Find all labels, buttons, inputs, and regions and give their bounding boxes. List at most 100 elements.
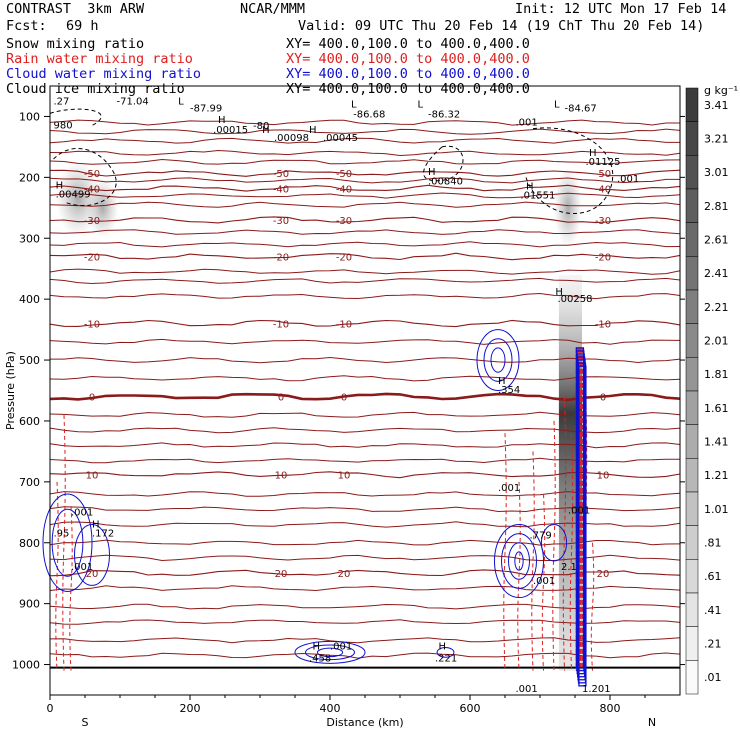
isotherm-label: 0 (278, 393, 284, 404)
contour-annotation: .00258 (558, 294, 593, 305)
isotherm-label: 20 (597, 569, 610, 580)
colorbar-label: .41 (704, 604, 722, 617)
isotherm-line (49, 268, 681, 275)
rain-contour (62, 414, 66, 671)
colorbar-swatch (685, 222, 699, 257)
y-tick-label: 700 (19, 476, 40, 489)
contour-annotation: H (428, 167, 436, 178)
isotherm-line (49, 128, 681, 135)
isotherm-line (49, 442, 681, 449)
contour-annotation: 1.201 (582, 684, 611, 695)
isotherm--40 (49, 184, 681, 192)
y-tick-label: 100 (19, 110, 40, 123)
contour-annotation: H (589, 148, 597, 159)
contour-annotation: H (526, 182, 534, 193)
x-tick-label: 600 (460, 702, 481, 715)
y-tick-label: 600 (19, 415, 40, 428)
field-xy-rain: XY= 400.0,100.0 to 400.0,400.0 (286, 51, 530, 67)
isotherm-10 (49, 471, 681, 479)
rain-contour (541, 494, 546, 671)
contour-annotation: .00840 (428, 177, 463, 188)
isotherm-line (49, 149, 681, 157)
isotherm-label: -40 (336, 184, 352, 195)
contour-annotation: H (313, 641, 321, 652)
isotherm-line (49, 277, 681, 285)
colorbar-unit: g kg⁻¹ (704, 84, 738, 97)
cloud-water-contour (316, 647, 344, 658)
contour-annotation: .001 (498, 483, 520, 494)
isotherm-line (49, 241, 681, 248)
contour-annotation: L (418, 99, 424, 110)
model-title: CONTRAST 3km ARW (6, 1, 145, 17)
isotherm-label: -50 (84, 169, 100, 180)
cloud-water-contour (540, 523, 568, 562)
rain-contour (569, 433, 574, 671)
rain-contour (517, 481, 521, 671)
contour-annotation: L (554, 99, 560, 110)
isotherm-line (49, 158, 681, 165)
contour-annotation: .00499 (56, 189, 91, 200)
contour-annotation: H (262, 125, 270, 136)
isotherm--20 (49, 252, 681, 261)
contour-annotation: H (439, 641, 447, 652)
isotherm-line (49, 637, 681, 644)
colorbar-label: .81 (704, 537, 722, 550)
colorbar-swatch (685, 559, 699, 594)
contour-annotation: .458 (309, 654, 331, 665)
contour-annotation: H (218, 115, 226, 126)
rain-contour (531, 451, 535, 671)
colorbar-label: .01 (704, 671, 722, 684)
isotherm-label: -30 (273, 216, 289, 227)
colorbar-swatch (685, 525, 699, 560)
isotherm-line (49, 192, 681, 199)
cloud-water-contour (494, 523, 544, 599)
x-tick-label: 0 (47, 702, 54, 715)
isotherm-line (49, 506, 681, 513)
isotherm-line (49, 137, 680, 144)
rain-contour (69, 506, 73, 671)
isotherm-line (49, 457, 681, 464)
colorbar-swatch (685, 390, 699, 425)
isotherm-line (49, 177, 680, 184)
field-label-cloud-ice: Cloud ice mixing ratio (6, 81, 185, 97)
isotherm-label: -50 (336, 169, 352, 180)
colorbar-swatch (685, 491, 699, 526)
isotherm-label: -10 (273, 320, 289, 331)
y-tick-label: 400 (19, 293, 40, 306)
field-label-cloud-water: Cloud water mixing ratio (6, 66, 202, 82)
contour-annotation: .01551 (520, 191, 555, 202)
rain-contour (55, 481, 59, 671)
isotherm-label: -10 (595, 320, 611, 331)
colorbar-label: 2.61 (704, 234, 729, 247)
colorbar-label: 3.01 (704, 166, 729, 179)
colorbar-swatch (685, 592, 699, 627)
isotherm-line (49, 603, 681, 610)
isotherm-line (50, 356, 681, 364)
colorbar-swatch (685, 87, 699, 122)
y-axis-label: Pressure (hPa) (4, 351, 17, 430)
init-time: Init: 12 UTC Mon 17 Feb 14 (515, 1, 727, 17)
isotherm-label: 20 (275, 569, 288, 580)
north-label: N (648, 716, 656, 729)
colorbar-swatch (685, 660, 699, 695)
colorbar-label: .61 (704, 570, 722, 583)
isotherm-line (49, 652, 681, 659)
isotherm-line (49, 375, 681, 382)
isotherm-label: 20 (86, 569, 99, 580)
contour-annotation: .221 (435, 654, 457, 665)
contour-annotation: .001 (330, 641, 352, 652)
contour-annotation: .001 (71, 562, 93, 573)
field-xy-snow: XY= 400.0,100.0 to 400.0,400.0 (286, 36, 530, 52)
contour-annotation: H (309, 125, 317, 136)
colorbar-label: 2.81 (704, 200, 729, 213)
contour-annotation: -87.99 (190, 104, 222, 115)
isotherm-label: -30 (84, 216, 100, 227)
y-tick-label: 800 (19, 537, 40, 550)
field-xy-cloud-water: XY= 400.0,100.0 to 400.0,400.0 (286, 66, 530, 82)
forecast-label: Fcst: (6, 18, 47, 34)
isotherm-label: -30 (336, 216, 352, 227)
colorbar-label: 1.41 (704, 436, 729, 449)
isotherm-line (49, 411, 681, 418)
contour-annotation: 980 (54, 121, 73, 132)
